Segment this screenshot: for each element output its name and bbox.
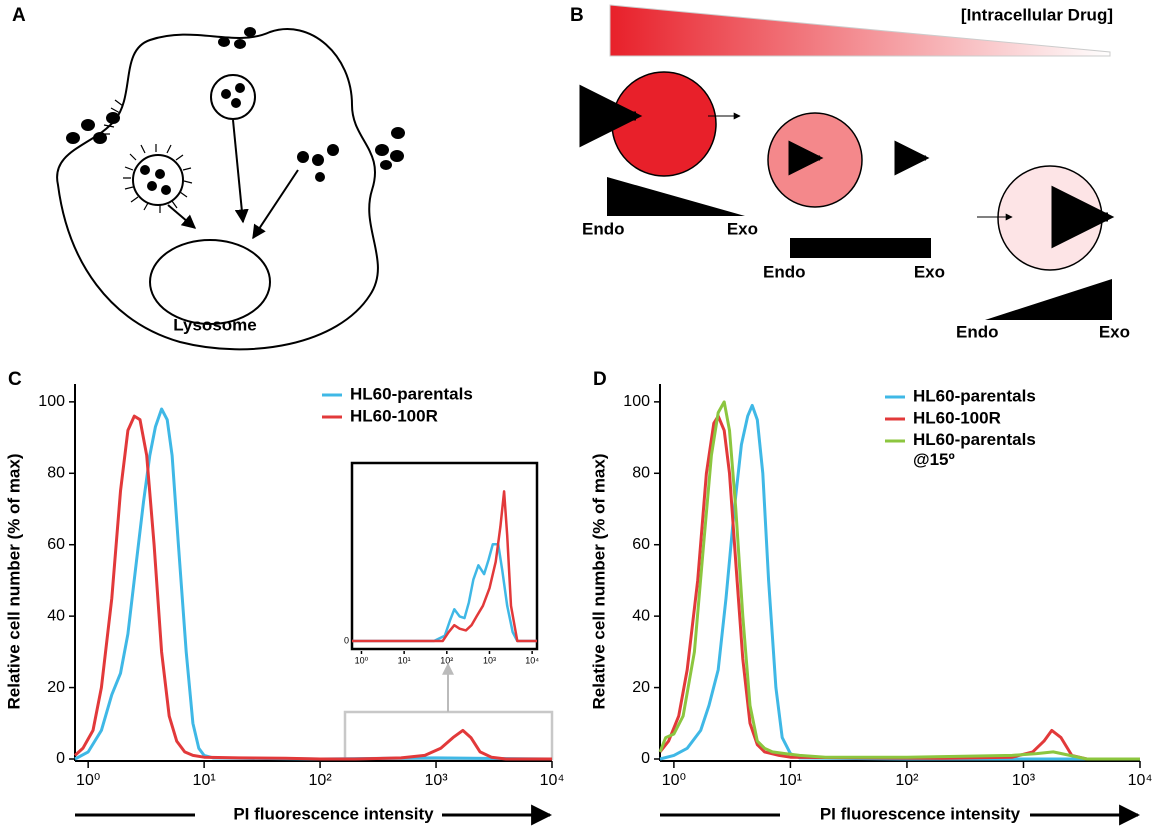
legend-label: HL60-parentals @15º xyxy=(913,430,1036,469)
endo-label: Endo xyxy=(763,262,806,281)
exo-label: Exo xyxy=(914,262,945,281)
x-tick-label: 10² xyxy=(440,655,453,665)
y-tick-label: 20 xyxy=(47,679,65,696)
y-tick-label: 60 xyxy=(47,536,65,553)
x-tick-label: 10³ xyxy=(424,772,448,789)
x-tick-label: 10⁰ xyxy=(355,655,369,665)
x-tick-label: 10⁴ xyxy=(540,772,565,789)
x-axis-label: PI fluorescence intensity xyxy=(820,804,1021,823)
y-tick-label: 100 xyxy=(623,393,650,410)
x-tick-label: 10¹ xyxy=(193,772,216,789)
y-tick-label: 0 xyxy=(641,750,650,767)
legend-label: HL60-100R xyxy=(913,408,1001,427)
x-tick-label: 10¹ xyxy=(779,772,802,789)
legend-line: HL60-parentals xyxy=(913,430,1036,449)
gradient-wedge xyxy=(609,4,1111,57)
y-tick-label: 0 xyxy=(344,635,349,645)
series-line xyxy=(73,414,552,761)
series-line xyxy=(352,542,537,643)
cells-b xyxy=(579,71,1115,271)
x-tick-label: 10⁰ xyxy=(76,772,100,789)
x-tick-label: 10¹ xyxy=(398,655,411,665)
y-tick-label: 80 xyxy=(47,465,65,482)
legend-label: HL60-parentals xyxy=(913,386,1036,405)
panel-label: A xyxy=(12,5,26,26)
exo-label: Exo xyxy=(727,219,758,238)
drug-dots xyxy=(66,27,405,195)
panel-label: B xyxy=(570,5,584,26)
zoom-box xyxy=(343,710,554,761)
x-tick-label: 10⁴ xyxy=(1128,772,1153,789)
x-axis-label: PI fluorescence intensity xyxy=(233,804,434,823)
endo-label: Endo xyxy=(956,322,999,341)
y-tick-label: 40 xyxy=(47,607,65,624)
legend-label: HL60-100R xyxy=(350,406,438,425)
panel-label: D xyxy=(593,369,607,390)
panel-label: C xyxy=(8,369,22,390)
y-tick-label: 0 xyxy=(56,750,65,767)
series-line xyxy=(352,490,537,643)
gradient-label: [Intracellular Drug] xyxy=(961,5,1113,24)
y-axis-label: Relative cell number (% of max) xyxy=(4,453,23,709)
y-tick-label: 60 xyxy=(632,536,650,553)
y-axis-label: Relative cell number (% of max) xyxy=(589,453,608,709)
inset-frame xyxy=(350,461,539,651)
endo-label: Endo xyxy=(582,219,625,238)
x-tick-label: 10⁰ xyxy=(662,772,686,789)
x-tick-label: 10⁴ xyxy=(525,655,539,665)
cell-diagram xyxy=(56,28,379,351)
flux-shapes xyxy=(607,177,1112,320)
x-tick-label: 10³ xyxy=(483,655,496,665)
x-tick-label: 10³ xyxy=(1012,772,1036,789)
y-tick-label: 20 xyxy=(632,679,650,696)
y-tick-label: 40 xyxy=(632,607,650,624)
y-tick-label: 80 xyxy=(632,465,650,482)
series-line xyxy=(658,400,1140,761)
y-tick-label: 100 xyxy=(38,393,65,410)
series-line xyxy=(658,414,1140,761)
legend-line: @15º xyxy=(913,450,955,469)
x-tick-label: 10² xyxy=(895,772,919,789)
exo-label: Exo xyxy=(1099,322,1130,341)
x-tick-label: 10² xyxy=(309,772,333,789)
legend-label: HL60-parentals xyxy=(350,384,473,403)
lysosome-label: Lysosome xyxy=(173,315,256,334)
series-line xyxy=(659,403,1140,761)
